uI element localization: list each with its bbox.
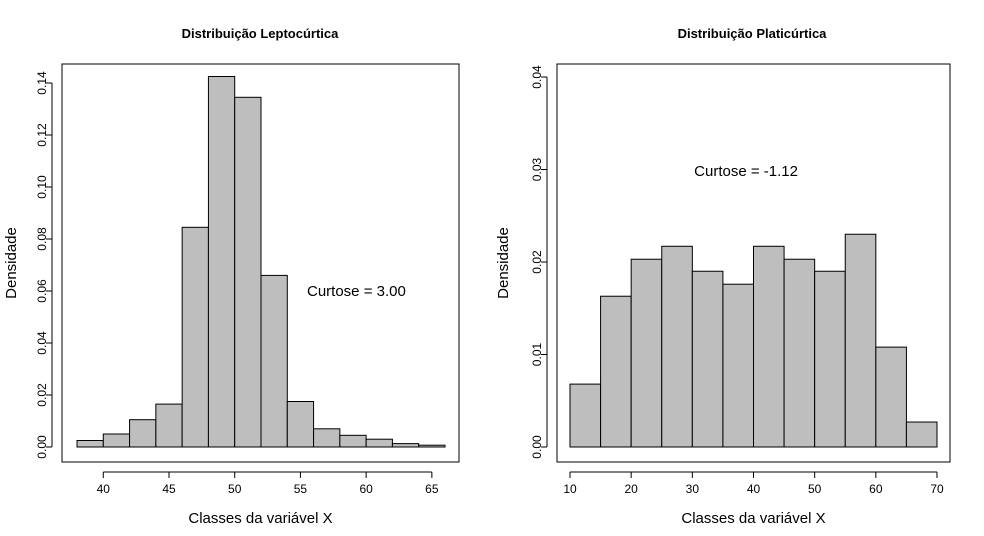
y-tick-label: 0.14 — [35, 71, 49, 95]
y-tick-label: 0.00 — [35, 435, 49, 459]
plot-frame — [61, 63, 460, 463]
y-axis-label: Densidade — [495, 227, 512, 299]
x-tick-label: 10 — [563, 482, 577, 496]
y-axis-label: Densidade — [3, 227, 20, 299]
histogram-bar — [661, 245, 693, 448]
histogram-bar — [844, 233, 877, 448]
y-tick-label: 0.06 — [35, 279, 49, 303]
x-axis-label: Classes da variável X — [681, 510, 825, 527]
histogram-bar — [102, 433, 131, 448]
histogram-bar — [722, 283, 755, 448]
histogram-bar — [691, 270, 724, 448]
y-tick-label: 0.03 — [530, 157, 544, 181]
y-tick-label: 0.02 — [530, 250, 544, 274]
x-tick-label: 55 — [294, 482, 308, 496]
histogram-bar — [600, 295, 632, 448]
y-tick-label: 0.02 — [35, 383, 49, 407]
x-tick-label: 60 — [869, 482, 883, 496]
histogram-bar — [905, 421, 938, 448]
histogram-bar — [155, 403, 183, 448]
histogram-bar — [365, 438, 393, 448]
histogram-bar — [875, 346, 907, 448]
histogram-bar — [181, 226, 209, 448]
histogram-bar — [286, 401, 315, 448]
histogram-bar — [569, 383, 602, 448]
x-tick-label: 20 — [624, 482, 638, 496]
y-tick-label: 0.01 — [530, 342, 544, 366]
histogram-panel-2: 10 20 30 40 50 60 70 0.00 0.01 0.02 0.03 0.04 Distri… — [495, 26, 951, 527]
y-tick-label: 0.04 — [35, 331, 49, 355]
histogram-bar — [313, 428, 341, 448]
chart-title: Distribuição Leptocúrtica — [182, 26, 340, 41]
x-tick-label: 70 — [930, 482, 944, 496]
x-tick-label: 30 — [686, 482, 700, 496]
histogram-bar — [260, 274, 288, 448]
histogram-bar — [783, 258, 816, 448]
x-tick-label: 65 — [425, 482, 439, 496]
histogram-bar — [814, 270, 846, 448]
x-tick-label: 50 — [228, 482, 242, 496]
x-tick-label: 45 — [162, 482, 176, 496]
y-tick-label: 0.08 — [35, 227, 49, 251]
histogram-bar — [418, 444, 446, 448]
histogram-panel-1: 40 45 50 55 60 65 0.00 0.02 0.04 0.06 0.08 0.10 0.12… — [3, 26, 460, 527]
plot-frame — [556, 63, 951, 463]
chart-title: Distribuição Platicúrtica — [678, 26, 828, 41]
x-tick-label: 50 — [808, 482, 822, 496]
x-tick-label: 60 — [359, 482, 373, 496]
histogram-bar — [391, 443, 420, 448]
x-axis-label: Classes da variável X — [188, 510, 332, 527]
histogram-bar — [339, 434, 367, 448]
y-tick-label: 0.00 — [530, 435, 544, 459]
x-tick-label: 40 — [747, 482, 761, 496]
x-tick-label: 40 — [97, 482, 111, 496]
histogram-bar — [207, 76, 236, 448]
kurtosis-annotation: Curtose = 3.00 — [307, 283, 406, 300]
y-tick-label: 0.04 — [530, 65, 544, 89]
histogram-bar — [234, 96, 262, 448]
histogram-bar — [630, 258, 663, 448]
y-tick-label: 0.10 — [35, 175, 49, 199]
histogram-bar — [76, 440, 104, 448]
y-tick-label: 0.12 — [35, 123, 49, 147]
histogram-bar — [129, 419, 157, 448]
histogram-bar — [753, 245, 785, 448]
kurtosis-annotation: Curtose = -1.12 — [694, 163, 798, 180]
